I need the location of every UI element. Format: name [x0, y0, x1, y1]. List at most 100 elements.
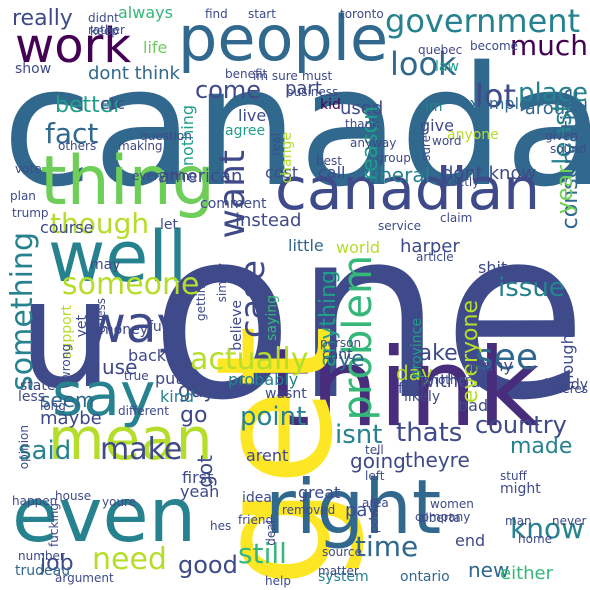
cloud-word: agree	[225, 123, 266, 139]
cloud-word: thing	[40, 142, 215, 221]
cloud-word: someone	[62, 267, 200, 302]
cloud-word: yeah	[180, 482, 220, 501]
cloud-word: mean	[48, 405, 213, 473]
cloud-word: group	[376, 151, 411, 165]
cloud-word: money	[100, 322, 148, 338]
cloud-word: day	[396, 361, 433, 385]
cloud-word: end	[455, 531, 486, 550]
cloud-word: tell	[365, 443, 384, 457]
cloud-word: alberta	[418, 511, 461, 525]
cloud-word: number	[18, 549, 65, 563]
cloud-word: province	[409, 318, 425, 379]
cloud-word: u	[18, 248, 114, 422]
cloud-word: trudeau	[15, 563, 71, 579]
cloud-word: really	[12, 6, 73, 31]
cloud-word: comment	[200, 196, 267, 212]
cloud-word: opinion	[17, 425, 31, 470]
cloud-word: wrong	[59, 344, 73, 382]
cloud-word: etc	[100, 94, 125, 113]
cloud-word: ontario	[400, 569, 450, 585]
cloud-word: different	[118, 404, 169, 418]
cloud-word: canada	[2, 31, 590, 223]
cloud-word: little	[288, 236, 324, 255]
cloud-word: make	[100, 432, 183, 467]
cloud-word: house	[55, 489, 92, 503]
cloud-word: question	[140, 129, 192, 143]
cloud-word: world	[336, 238, 381, 257]
cloud-word: isnt	[335, 420, 383, 450]
cloud-word: first	[182, 468, 214, 487]
cloud-word: work	[15, 18, 132, 74]
cloud-word: stuff	[500, 469, 527, 483]
cloud-word: cost	[265, 163, 299, 182]
cloud-word: left	[365, 469, 385, 483]
cloud-word: state	[20, 378, 56, 394]
cloud-word: fuck	[148, 319, 178, 335]
cloud-word: become	[470, 39, 519, 53]
cloud-word: canadian	[275, 155, 540, 223]
cloud-word: business	[286, 85, 339, 99]
cloud-word: still	[238, 537, 287, 570]
cloud-word: issue	[498, 273, 565, 303]
cloud-word: quebec	[418, 43, 463, 57]
cloud-word: likely	[404, 389, 441, 405]
cloud-word: word	[432, 134, 462, 148]
cloud-word: take	[410, 341, 458, 366]
cloud-word: dont think	[88, 63, 180, 84]
cloud-word: use	[102, 355, 138, 379]
cloud-word: instead	[235, 210, 302, 231]
cloud-word: look	[390, 45, 457, 83]
cloud-word: start	[248, 7, 276, 21]
cloud-word: youre	[102, 495, 137, 509]
cloud-word: place	[518, 78, 588, 108]
cloud-word: need	[92, 542, 167, 577]
cloud-word: must	[302, 69, 333, 83]
cloud-word: service	[378, 219, 421, 233]
cloud-word: lot	[475, 77, 517, 115]
cloud-word: matter	[318, 564, 359, 578]
cloud-word: better	[55, 93, 123, 118]
cloud-word: keep	[90, 24, 119, 38]
cloud-word: article	[416, 250, 454, 264]
cloud-word: thats	[396, 418, 463, 448]
cloud-word: yet	[74, 315, 90, 338]
cloud-word: new	[468, 558, 510, 582]
cloud-word: right	[265, 463, 442, 551]
cloud-word: bad	[458, 396, 489, 415]
cloud-word: everyone	[458, 300, 483, 404]
cloud-word: going	[350, 449, 406, 473]
cloud-word: im sure	[253, 69, 298, 83]
cloud-word: argument	[55, 571, 114, 585]
cloud-word: toronto	[340, 7, 384, 21]
cloud-word: either	[500, 563, 554, 584]
cloud-word: feel	[398, 381, 425, 397]
cloud-word: another	[423, 373, 470, 387]
cloud-word: person	[320, 336, 362, 350]
cloud-word: guy	[178, 378, 216, 402]
cloud-word: go	[180, 403, 208, 428]
cloud-word: guess	[94, 298, 108, 334]
cloud-word: know	[510, 512, 584, 545]
cloud-word: maybe	[40, 408, 102, 429]
cloud-word: didnt	[88, 11, 119, 25]
cloud-word: area	[362, 496, 389, 510]
cloud-word: say	[52, 360, 156, 430]
cloud-word: saying	[264, 295, 280, 341]
cloud-word: without	[420, 371, 488, 392]
cloud-word: much	[509, 29, 588, 62]
cloud-word: sound	[550, 142, 587, 156]
cloud-word: many	[468, 356, 513, 375]
cloud-word: hes	[210, 519, 232, 533]
cloud-word: well	[48, 216, 188, 298]
cloud-word: best	[316, 154, 342, 168]
cloud-word: pay	[345, 500, 379, 521]
cloud-word: help	[265, 574, 291, 588]
cloud-word: happen	[12, 494, 58, 508]
cloud-word: way	[85, 296, 187, 354]
cloud-word: even	[12, 471, 197, 559]
cloud-word: liberal	[368, 163, 431, 187]
cloud-word: everything	[132, 169, 197, 183]
cloud-word: american	[158, 166, 243, 187]
cloud-word: rather	[88, 23, 125, 37]
cloud-word: others	[58, 139, 97, 153]
